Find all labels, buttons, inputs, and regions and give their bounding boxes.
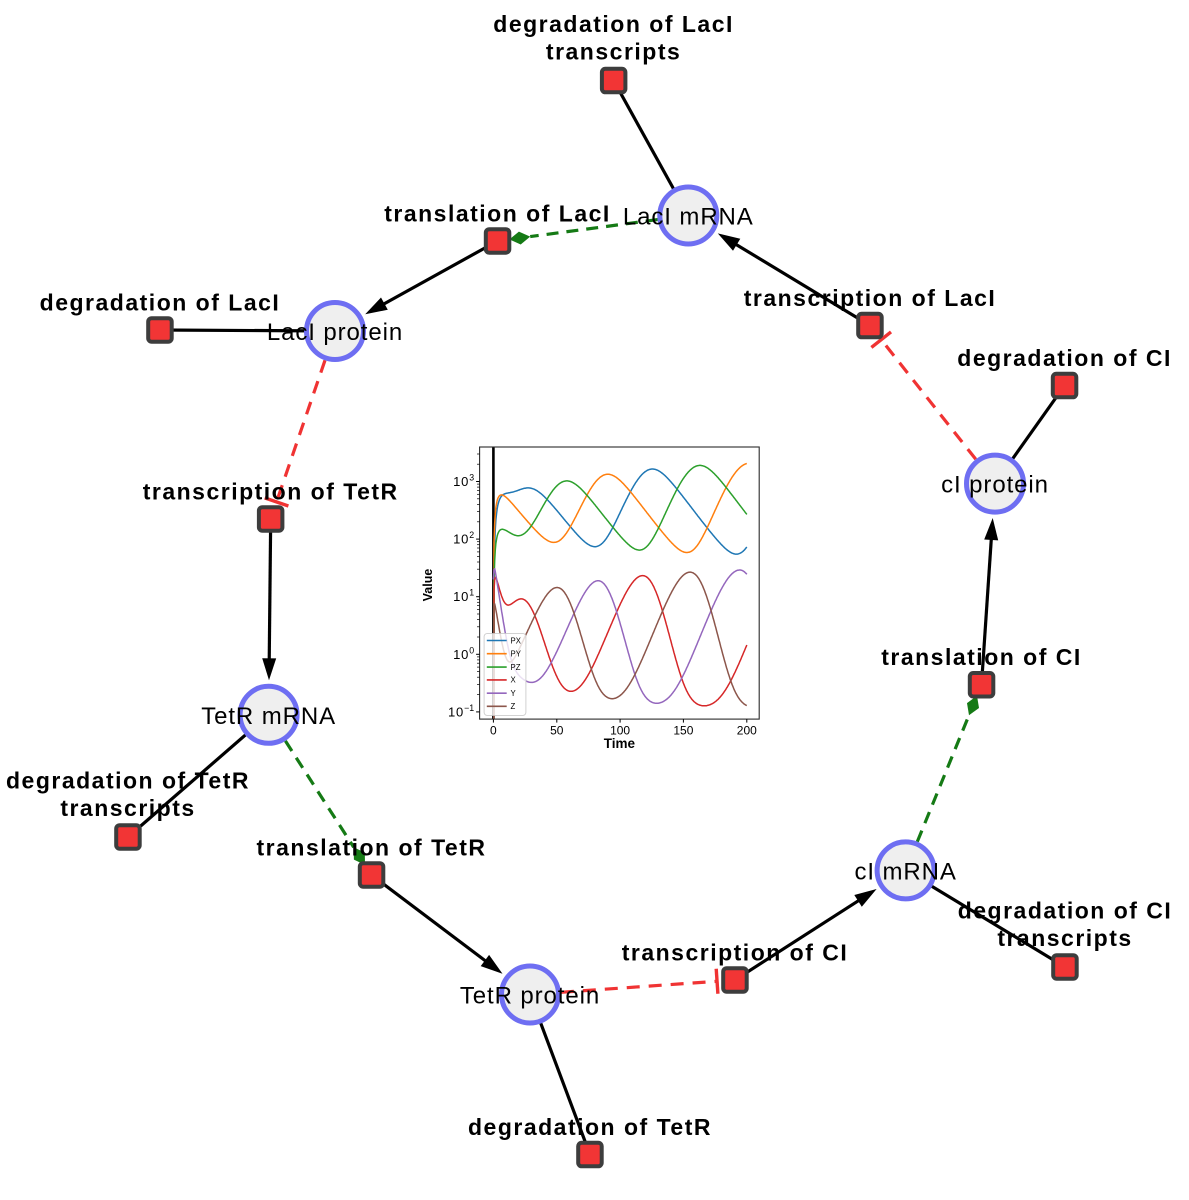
svg-text:transcription of TetR: transcription of TetR [143,479,399,505]
svg-text:translation of LacI: translation of LacI [384,201,611,227]
svg-text:101: 101 [453,588,474,605]
svg-text:transcripts: transcripts [997,925,1132,951]
svg-text:PZ: PZ [511,663,521,672]
svg-text:cI mRNA: cI mRNA [854,858,956,885]
svg-text:transcription of LacI: transcription of LacI [744,285,997,311]
svg-text:X: X [511,676,517,685]
svg-text:degradation of LacI: degradation of LacI [493,11,734,37]
svg-text:LacI mRNA: LacI mRNA [623,204,754,231]
svg-text:Value: Value [421,569,435,602]
svg-text:Time: Time [604,736,636,751]
svg-text:TetR protein: TetR protein [460,983,600,1010]
svg-text:degradation of CI: degradation of CI [957,345,1172,371]
svg-text:102: 102 [453,530,474,547]
svg-text:translation of TetR: translation of TetR [257,835,487,861]
svg-text:103: 103 [453,473,474,490]
svg-text:transcription of CI: transcription of CI [622,940,849,966]
svg-text:PY: PY [511,650,522,659]
svg-text:50: 50 [550,724,564,738]
svg-text:Z: Z [511,702,516,711]
svg-text:Y: Y [511,689,517,698]
svg-text:10−1: 10−1 [448,703,474,720]
svg-text:200: 200 [737,724,757,738]
svg-text:LacI protein: LacI protein [267,319,403,346]
svg-text:transcripts: transcripts [546,39,681,65]
svg-text:100: 100 [453,645,474,662]
svg-text:150: 150 [673,724,693,738]
svg-text:100: 100 [610,724,630,738]
svg-text:degradation of TetR: degradation of TetR [468,1114,712,1140]
svg-text:PX: PX [511,636,522,645]
svg-text:degradation of TetR: degradation of TetR [6,768,250,794]
svg-text:translation of CI: translation of CI [881,644,1082,670]
svg-text:transcripts: transcripts [60,795,195,821]
svg-text:0: 0 [490,724,497,738]
svg-text:TetR mRNA: TetR mRNA [201,703,336,730]
svg-text:degradation of CI: degradation of CI [958,898,1173,924]
svg-text:degradation of LacI: degradation of LacI [40,290,281,316]
svg-text:cI protein: cI protein [941,472,1049,499]
